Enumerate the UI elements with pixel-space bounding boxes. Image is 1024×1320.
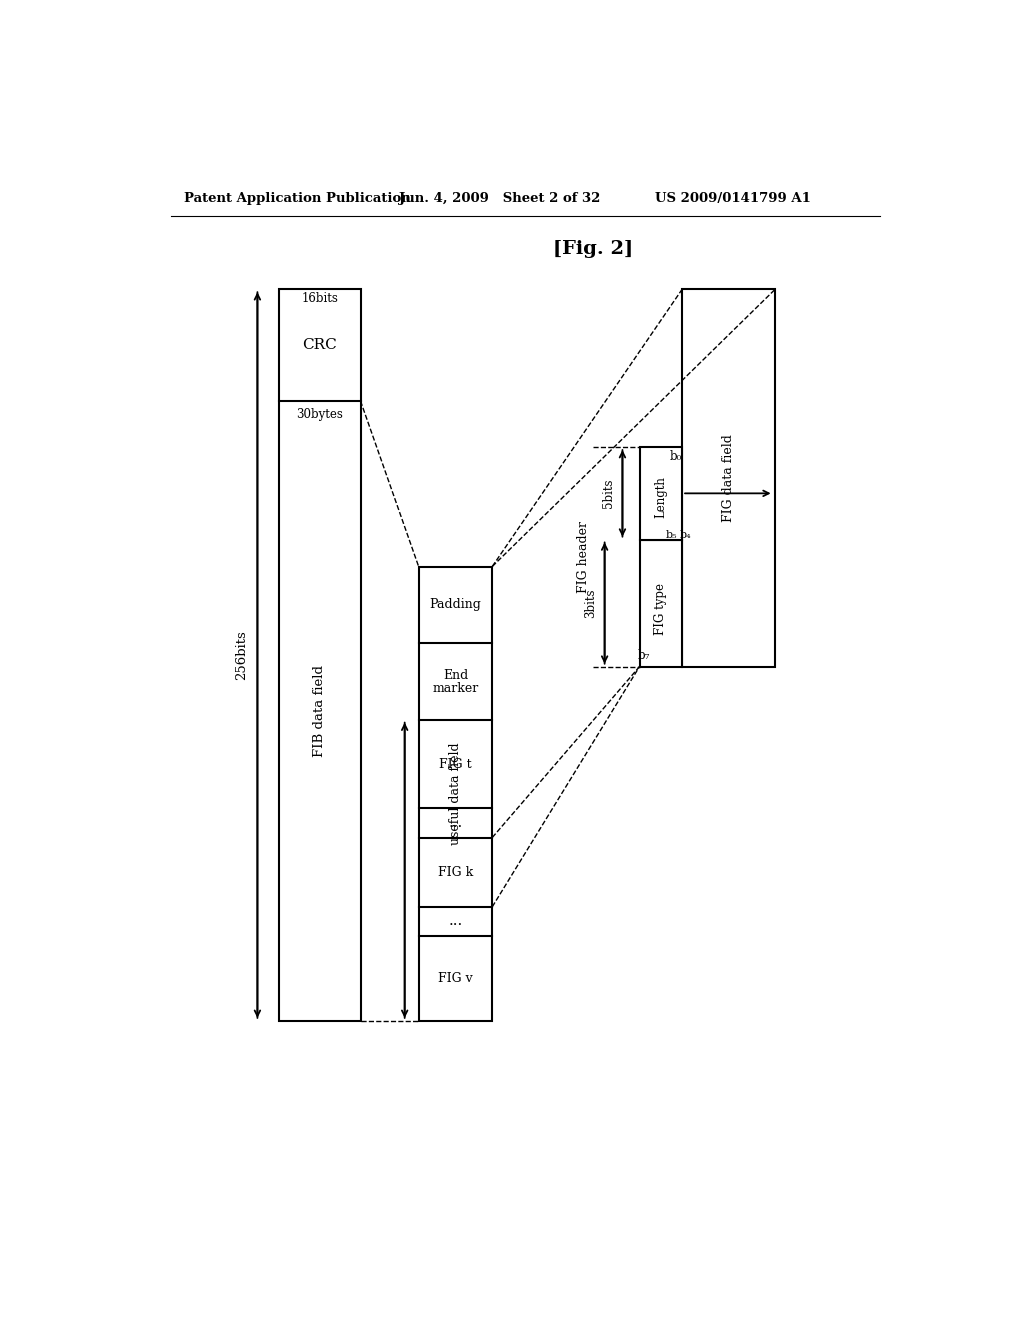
Text: 30bytes: 30bytes xyxy=(296,408,343,421)
Text: FIB data field: FIB data field xyxy=(313,665,327,756)
Text: FIG k: FIG k xyxy=(438,866,473,879)
Text: Padding: Padding xyxy=(429,598,481,611)
Text: marker: marker xyxy=(432,682,478,696)
Text: ...: ... xyxy=(449,915,463,928)
Text: 3bits: 3bits xyxy=(584,589,597,618)
Text: 256bits: 256bits xyxy=(236,630,249,680)
Text: Jun. 4, 2009   Sheet 2 of 32: Jun. 4, 2009 Sheet 2 of 32 xyxy=(399,191,601,205)
Text: useful data field: useful data field xyxy=(449,742,462,845)
Text: FIG type: FIG type xyxy=(654,583,668,635)
Text: End: End xyxy=(442,668,468,681)
Bar xyxy=(280,289,360,1020)
Text: FIG t: FIG t xyxy=(439,758,472,771)
Text: FIG header: FIG header xyxy=(578,521,590,593)
Text: US 2009/0141799 A1: US 2009/0141799 A1 xyxy=(655,191,811,205)
Text: Patent Application Publication: Patent Application Publication xyxy=(183,191,411,205)
Text: FIG v: FIG v xyxy=(438,972,473,985)
Text: ...: ... xyxy=(449,816,463,830)
Bar xyxy=(640,540,682,667)
Text: FIG data field: FIG data field xyxy=(722,434,735,521)
Text: 16bits: 16bits xyxy=(301,292,338,305)
Text: CRC: CRC xyxy=(302,338,337,352)
Bar xyxy=(682,289,775,667)
Text: 5bits: 5bits xyxy=(602,479,615,508)
Bar xyxy=(419,566,493,1020)
Text: [Fig. 2]: [Fig. 2] xyxy=(553,240,633,259)
Text: b₅: b₅ xyxy=(666,529,677,540)
Text: b₀: b₀ xyxy=(670,450,682,463)
Text: Length: Length xyxy=(654,477,668,519)
Bar xyxy=(640,447,682,540)
Text: b₄: b₄ xyxy=(679,529,691,540)
Text: b₇: b₇ xyxy=(638,649,650,663)
